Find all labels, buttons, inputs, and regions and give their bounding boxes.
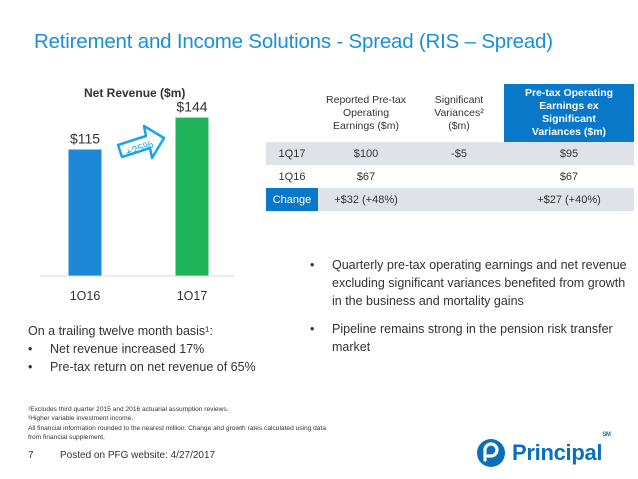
logo-trademark: SM xyxy=(602,432,611,438)
principal-logo: Principal SM xyxy=(476,432,611,468)
table-cell: $95 xyxy=(504,142,634,165)
footnotes: ¹Excludes third quarter 2015 and 2016 ac… xyxy=(28,405,328,442)
table-header-variances-text: Significant Variances² ($m) xyxy=(434,93,484,132)
slide-title: Retirement and Income Solutions - Spread… xyxy=(34,30,553,53)
trailing-summary: On a trailing twelve month basis¹: • Net … xyxy=(28,322,256,376)
growth-arrow-shape xyxy=(116,124,166,160)
bullet-text: Quarterly pre-tax operating earnings and… xyxy=(332,258,627,308)
bar-1q17 xyxy=(175,117,209,276)
x-tick-label: 1Q16 xyxy=(70,289,101,300)
bar-value-label: $144 xyxy=(176,100,207,115)
trailing-item: • Pre-tax return on net revenue of 65% xyxy=(28,358,256,376)
principal-logo-icon xyxy=(477,439,505,467)
table-row: 1Q17 $100 -$5 $95 xyxy=(266,142,634,165)
footer: 7 Posted on PFG website: 4/27/2017 xyxy=(28,450,215,461)
bullet-text: Pipeline remains strong in the pension r… xyxy=(332,322,613,354)
bullet-dot: • xyxy=(28,360,33,374)
table-cell: -$5 xyxy=(414,142,504,165)
table-cell xyxy=(414,188,504,211)
bullet-dot: • xyxy=(28,342,33,356)
table-cell-change-label: Change xyxy=(266,188,318,211)
table-row: Change +$32 (+48%) +$27 (+40%) xyxy=(266,188,634,211)
table-header-reported: Reported Pre-tax Operating Earnings ($m) xyxy=(318,84,414,142)
table-cell: $67 xyxy=(356,170,376,183)
bullet-item: • Quarterly pre-tax operating earnings an… xyxy=(310,256,630,310)
earnings-table: Reported Pre-tax Operating Earnings ($m)… xyxy=(266,84,634,211)
table-header-ex-variances: Pre-tax Operating Earnings ex Significan… xyxy=(504,84,634,142)
table-cell xyxy=(414,165,504,188)
commentary-bullets: • Quarterly pre-tax operating earnings an… xyxy=(310,256,630,366)
posted-date: Posted on PFG website: 4/27/2017 xyxy=(60,450,216,461)
logo-wordmark: Principal SM xyxy=(512,432,611,466)
table-cell: +$32 (+48%) xyxy=(318,188,414,211)
page-number: 7 xyxy=(28,450,34,461)
table-header-ex-variances-text: Pre-tax Operating Earnings ex Significan… xyxy=(524,87,614,138)
footnote: ¹Excludes third quarter 2015 and 2016 ac… xyxy=(28,406,229,413)
table-cell: 1Q17 xyxy=(266,142,318,165)
table-row: 1Q16 $67 $67 xyxy=(266,165,634,188)
bullet-item: • Pipeline remains strong in the pension … xyxy=(310,320,630,356)
x-tick-label: 1Q17 xyxy=(177,289,208,300)
table-cell: 1Q16 xyxy=(278,170,306,183)
trailing-item: • Net revenue increased 17% xyxy=(28,340,256,358)
logo-name: Principal xyxy=(512,440,603,465)
chart-title: Net Revenue ($m) xyxy=(84,86,186,100)
bullet-dot: • xyxy=(310,322,315,336)
trailing-intro: On a trailing twelve month basis¹: xyxy=(28,324,213,338)
table-cell: $100 xyxy=(318,142,414,165)
table-cell: $67 xyxy=(559,170,579,183)
bar-value-label: $115 xyxy=(70,131,100,147)
table-cell: +$27 (+40%) xyxy=(504,188,634,211)
bullet-dot: • xyxy=(310,258,315,272)
bar-1q16 xyxy=(68,149,102,276)
footnote: ²Higher variable investment income. xyxy=(28,415,134,423)
footnote: All financial information rounded to the… xyxy=(28,424,326,441)
growth-arrow: +25% xyxy=(116,124,166,160)
table-header-blank xyxy=(266,84,318,142)
net-revenue-chart: $115 1Q16 $144 1Q17 +25% xyxy=(40,100,235,300)
table-header-variances: Significant Variances² ($m) xyxy=(414,84,504,142)
trailing-item-text: Pre-tax return on net revenue of 65% xyxy=(50,360,256,374)
trailing-item-text: Net revenue increased 17% xyxy=(50,342,205,356)
table-header-reported-text: Reported Pre-tax Operating Earnings ($m) xyxy=(326,93,406,132)
